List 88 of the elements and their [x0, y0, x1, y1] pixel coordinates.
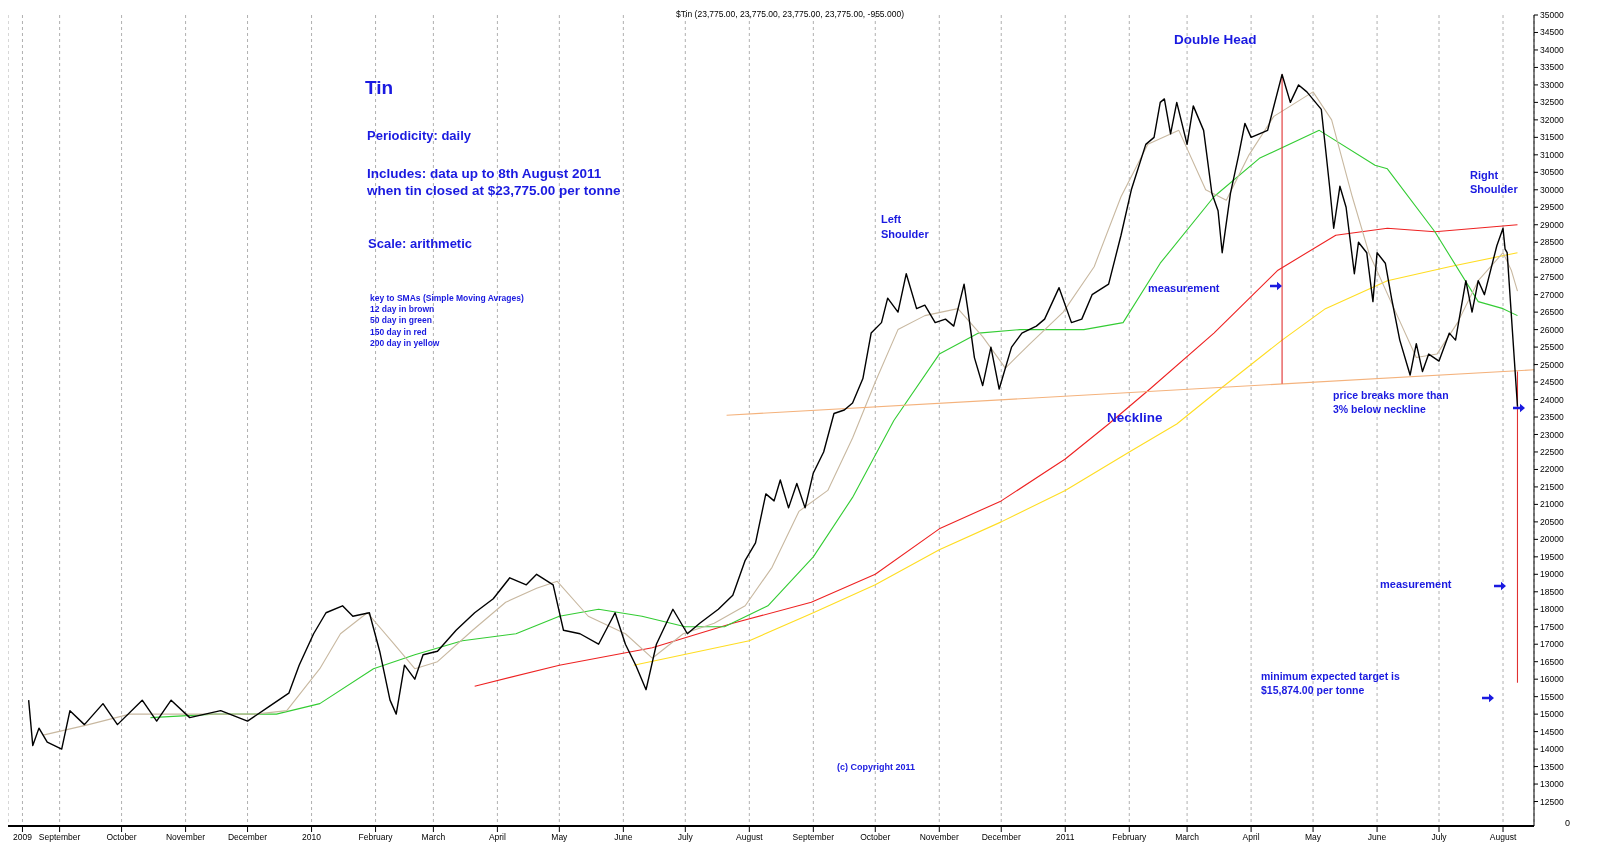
x-tick-label: June	[614, 832, 633, 843]
y-tick-label: 27500	[1540, 272, 1564, 283]
y-tick-label: 20000	[1540, 534, 1564, 545]
y-tick-label: 23500	[1540, 412, 1564, 423]
x-tick-label: March	[1175, 832, 1200, 843]
y-tick-label: 20500	[1540, 516, 1564, 527]
y-tick-label: 24000	[1540, 394, 1564, 405]
y-tick-label: 28000	[1540, 254, 1564, 265]
y-tick-label: 16000	[1540, 674, 1564, 685]
y-tick-label: 18000	[1540, 604, 1564, 615]
y-tick-label: 26000	[1540, 324, 1564, 335]
x-tick-label: May	[1305, 832, 1322, 843]
x-tick-label: March	[421, 832, 446, 843]
x-tick-label: October	[106, 832, 137, 843]
x-tick-label: December	[981, 832, 1022, 843]
annotation: price breaks more than 3% below neckline	[1333, 389, 1449, 415]
y-tick-label: 29000	[1540, 219, 1564, 230]
x-tick-label: July	[1431, 832, 1448, 843]
y-tick-label: 13000	[1540, 779, 1564, 790]
y-tick-label: 31000	[1540, 149, 1564, 160]
y-tick-label: 12500	[1540, 796, 1564, 807]
annotation: (c) Copyright 2011	[837, 762, 916, 772]
annotation: Right Shoulder	[1470, 169, 1519, 195]
y-tick-label: 22000	[1540, 464, 1564, 475]
y-tick-label: 33000	[1540, 79, 1564, 90]
y-tick-label: 34500	[1540, 27, 1564, 38]
x-tick-label: June	[1367, 832, 1387, 843]
x-tick-label: April	[1242, 832, 1260, 843]
annotation: measurement	[1148, 282, 1220, 294]
annotation: measurement	[1380, 578, 1452, 590]
y-tick-label: 28500	[1540, 237, 1564, 248]
x-tick-label: December	[227, 832, 268, 843]
y-tick-label: 24500	[1540, 377, 1564, 388]
x-tick-label: 2009	[12, 832, 33, 843]
y-tick-label: 35000	[1540, 10, 1564, 21]
y-tick-label: 31500	[1540, 132, 1564, 143]
y-tick-label: 14000	[1540, 744, 1564, 755]
y-tick-label: 15000	[1540, 709, 1564, 720]
y-tick-label: 15500	[1540, 691, 1564, 702]
annotation: Left Shoulder	[881, 213, 930, 240]
annotation: minimum expected target is $15,874.00 per tonne	[1261, 670, 1401, 696]
x-tick-label: April	[488, 832, 506, 843]
y-tick-label: 18500	[1540, 586, 1564, 597]
y-tick-label: 32500	[1540, 97, 1564, 108]
y-tick-label: 25500	[1540, 342, 1564, 353]
y-tick-label: 16500	[1540, 656, 1564, 667]
line-series	[149, 129, 1519, 719]
line-series	[633, 252, 1519, 666]
chart-subtitle: $Tin (23,775.00, 23,775.00, 23,775.00, 23,775.00, -955.000)	[676, 9, 905, 19]
y-tick-label: 34000	[1540, 44, 1564, 55]
x-tick-label: September	[38, 832, 81, 843]
x-tick-label: October	[860, 832, 891, 843]
x-tick-label: May	[551, 832, 569, 843]
x-tick-label: February	[358, 832, 394, 843]
y-tick-label: 29500	[1540, 202, 1564, 213]
annotation: key to SMAs (Simple Moving Avrages) 12 day in brown 50 day in green 150 day in red 200 day in yellow	[370, 293, 524, 348]
x-tick-label: August	[1489, 832, 1517, 843]
y-tick-label: 33500	[1540, 62, 1564, 73]
y-tick-label: 17000	[1540, 639, 1564, 650]
y-tick-label: 22500	[1540, 446, 1564, 457]
annotation: Scale: arithmetic	[368, 236, 473, 251]
y-tick-label: 21500	[1540, 481, 1564, 492]
annotation: Includes: data up to 8th August 2011 when tin closed at $23,775.00 per tonne	[366, 166, 622, 198]
x-tick-label: August	[736, 832, 764, 843]
x-tick-label: November	[165, 832, 206, 843]
y-tick-label: 19500	[1540, 551, 1564, 562]
text: Tin	[365, 77, 394, 98]
y-tick-label: 30000	[1540, 184, 1564, 195]
annotation: Periodicity: daily	[367, 128, 472, 143]
y-tick-label: 14500	[1540, 726, 1564, 737]
x-tick-label: February	[1112, 832, 1148, 843]
x-tick-label: September	[792, 832, 835, 843]
y-tick-label: 23000	[1540, 429, 1564, 440]
y-tick-label: 19000	[1540, 569, 1564, 580]
x-tick-label: November	[919, 832, 960, 843]
y-tick-label: 26500	[1540, 307, 1564, 318]
y-tick-label: 13500	[1540, 761, 1564, 772]
y-tick-label: 17500	[1540, 621, 1564, 632]
y-tick-label: 27000	[1540, 289, 1564, 300]
annotation: Double Head	[1174, 32, 1257, 47]
x-tick-label: July	[677, 832, 694, 843]
y-tick-label: 32000	[1540, 114, 1564, 125]
y-tick-label: 25000	[1540, 359, 1564, 370]
text: 0	[1565, 818, 1571, 828]
x-tick-label: 2011	[1056, 832, 1075, 843]
y-tick-label: 21000	[1540, 499, 1564, 510]
y-tick-label: 30500	[1540, 167, 1564, 178]
x-tick-label: 2010	[302, 832, 322, 843]
